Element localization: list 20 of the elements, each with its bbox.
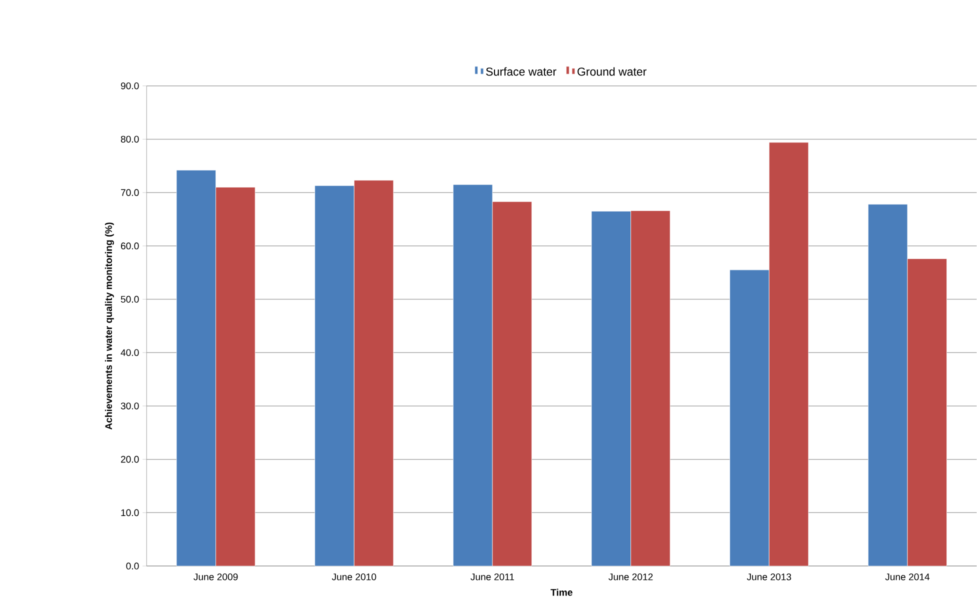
x-tick-label: June 2009 [194, 573, 238, 580]
x-axis-title: Time [550, 588, 572, 596]
legend-label: Ground water [578, 67, 646, 76]
y-tick-label: 30.0 [120, 402, 139, 410]
x-tick-label: June 2014 [885, 573, 930, 580]
y-tick-label: 60.0 [121, 242, 139, 250]
y-tick-label: 90.0 [120, 82, 139, 90]
y-tick-label: 80.0 [120, 136, 139, 143]
y-tick-label: 10.0 [121, 509, 139, 516]
legend-label: Surface water [486, 67, 556, 76]
x-tick-label: June 2012 [608, 573, 653, 580]
y-tick-label: 20.0 [121, 456, 139, 463]
x-tick-label: June 2013 [746, 573, 792, 580]
x-tick-label: June 2011 [470, 573, 514, 580]
y-axis-title: Achievements in water quality monitoring (%) [104, 222, 114, 430]
y-tick-label: 70.0 [121, 189, 139, 196]
y-tick-label: 0.0 [126, 562, 139, 570]
x-tick-label: June 2010 [332, 573, 376, 580]
y-tick-label: 50.0 [120, 296, 139, 303]
y-tick-label: 40.0 [120, 349, 139, 356]
